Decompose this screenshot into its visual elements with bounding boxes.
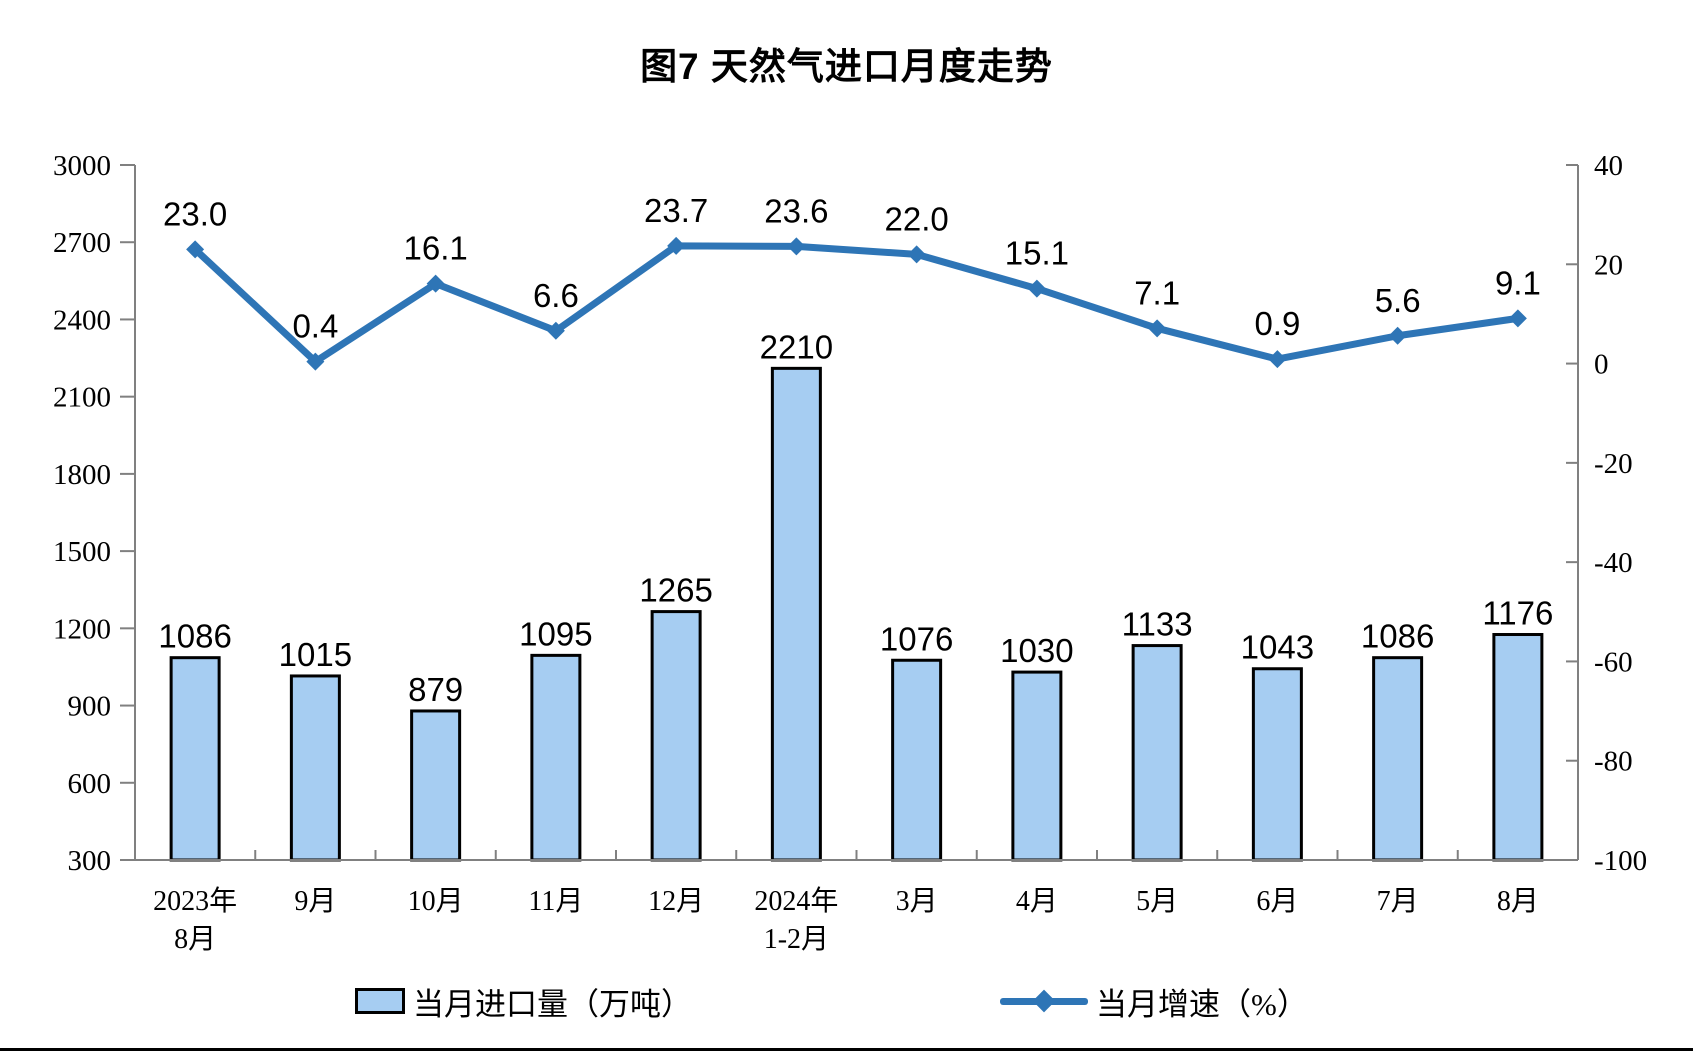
bar	[410, 709, 462, 862]
line-marker-diamond-icon	[186, 240, 205, 259]
x-axis-category-label: 8月	[174, 924, 216, 955]
bar	[1372, 656, 1424, 862]
line-marker-diamond-icon	[787, 237, 806, 256]
left-axis-tick-label: 1500	[53, 536, 111, 568]
line-series-sample-icon	[1000, 989, 1088, 1012]
right-axis-tick-label: 0	[1594, 349, 1609, 381]
right-axis-tick-label: -40	[1594, 547, 1633, 579]
line-marker-diamond-icon	[306, 352, 325, 371]
line-value-label: 23.6	[764, 192, 828, 229]
x-axis-category-label: 9月	[294, 886, 336, 917]
bar	[891, 658, 943, 862]
right-axis-tick-label: -100	[1594, 845, 1647, 877]
x-axis-category-label: 5月	[1136, 886, 1178, 917]
bar	[650, 610, 702, 862]
line-value-label: 5.6	[1375, 282, 1421, 319]
bar	[770, 366, 822, 862]
left-axis-tick-label: 1800	[53, 459, 111, 491]
legend-item-bar: 当月进口量（万吨）	[355, 984, 692, 1022]
bar	[530, 653, 582, 862]
line-marker-diamond-icon	[1388, 326, 1407, 345]
x-axis-category-label: 11月	[528, 886, 583, 917]
right-axis-tick-label: -60	[1594, 646, 1633, 678]
left-axis-tick-label: 3000	[53, 150, 111, 182]
bar-value-label: 1086	[1361, 618, 1434, 655]
line-value-label: 0.4	[292, 308, 338, 345]
bar	[1131, 644, 1183, 862]
left-axis-tick-label: 900	[68, 691, 112, 723]
x-axis-category-label: 4月	[1016, 886, 1058, 917]
left-axis-tick-label: 2100	[53, 382, 111, 414]
bar-value-label: 1043	[1241, 629, 1314, 666]
bar-value-label: 879	[408, 671, 463, 708]
legend-line-label: 当月增速（%）	[1096, 986, 1308, 1022]
bar	[1492, 633, 1544, 862]
bar-value-label: 1030	[1000, 632, 1073, 669]
bar-value-label: 1095	[519, 615, 592, 652]
legend-bar-label: 当月进口量（万吨）	[413, 986, 692, 1022]
bar	[1011, 670, 1063, 862]
x-axis-category-label: 12月	[648, 886, 704, 917]
line-marker-diamond-icon	[907, 245, 926, 264]
line-value-label: 23.7	[644, 192, 708, 229]
bar-value-label: 1076	[880, 620, 953, 657]
line-marker-diamond-icon	[426, 274, 445, 293]
bar-value-label: 1015	[279, 636, 352, 673]
line-value-label: 22.0	[885, 200, 949, 237]
x-axis-category-label: 8月	[1497, 886, 1539, 917]
line-value-label: 0.9	[1254, 305, 1300, 342]
bar-value-label: 1086	[158, 618, 231, 655]
bar	[289, 674, 341, 862]
x-axis-category-label: 2024年	[754, 885, 838, 917]
legend-item-line: 当月增速（%）	[1000, 984, 1308, 1022]
bar-series-swatch-icon	[355, 988, 405, 1014]
x-axis-category-label: 1-2月	[764, 924, 829, 955]
bar-value-label: 2210	[760, 328, 833, 365]
x-axis-category-label: 3月	[896, 886, 938, 917]
page-bottom-rule	[0, 1048, 1693, 1051]
x-axis-category-label: 6月	[1256, 886, 1298, 917]
line-value-label: 16.1	[404, 230, 468, 267]
bar	[1251, 667, 1303, 862]
left-axis-tick-label: 300	[68, 845, 112, 877]
line-value-label: 7.1	[1134, 274, 1180, 311]
line-marker-diamond-icon	[1027, 279, 1046, 298]
right-axis-tick-label: -80	[1594, 746, 1633, 778]
bar-value-label: 1265	[639, 572, 712, 609]
line-marker-diamond-icon	[546, 321, 565, 340]
x-axis-category-label: 7月	[1377, 886, 1419, 917]
left-axis-tick-label: 2700	[53, 227, 111, 259]
line-value-label: 6.6	[533, 277, 579, 314]
line-marker-diamond-icon	[1148, 319, 1167, 338]
right-axis-tick-label: 20	[1594, 249, 1623, 281]
left-axis-tick-label: 1200	[53, 613, 111, 645]
right-axis-tick-label: 40	[1594, 150, 1623, 182]
bar-value-label: 1176	[1482, 595, 1553, 632]
line-value-label: 15.1	[1005, 235, 1069, 272]
line-value-label: 23.0	[163, 195, 227, 232]
chart-title: 图7 天然气进口月度走势	[640, 46, 1053, 87]
bar	[169, 656, 221, 862]
line-marker-diamond-icon	[1268, 350, 1287, 369]
line-marker-diamond-icon	[1508, 309, 1527, 328]
line-value-label: 9.1	[1495, 264, 1541, 301]
growth-line	[191, 242, 1522, 366]
line-marker-diamond-icon	[667, 236, 686, 255]
x-axis-category-label: 2023年	[153, 885, 237, 917]
left-axis-tick-label: 600	[68, 768, 112, 800]
diamond-marker-icon	[1032, 989, 1056, 1012]
x-axis-category-label: 10月	[408, 886, 464, 917]
right-axis-tick-label: -20	[1594, 448, 1633, 480]
left-axis-tick-label: 2400	[53, 304, 111, 336]
bar-value-label: 1133	[1122, 606, 1193, 643]
